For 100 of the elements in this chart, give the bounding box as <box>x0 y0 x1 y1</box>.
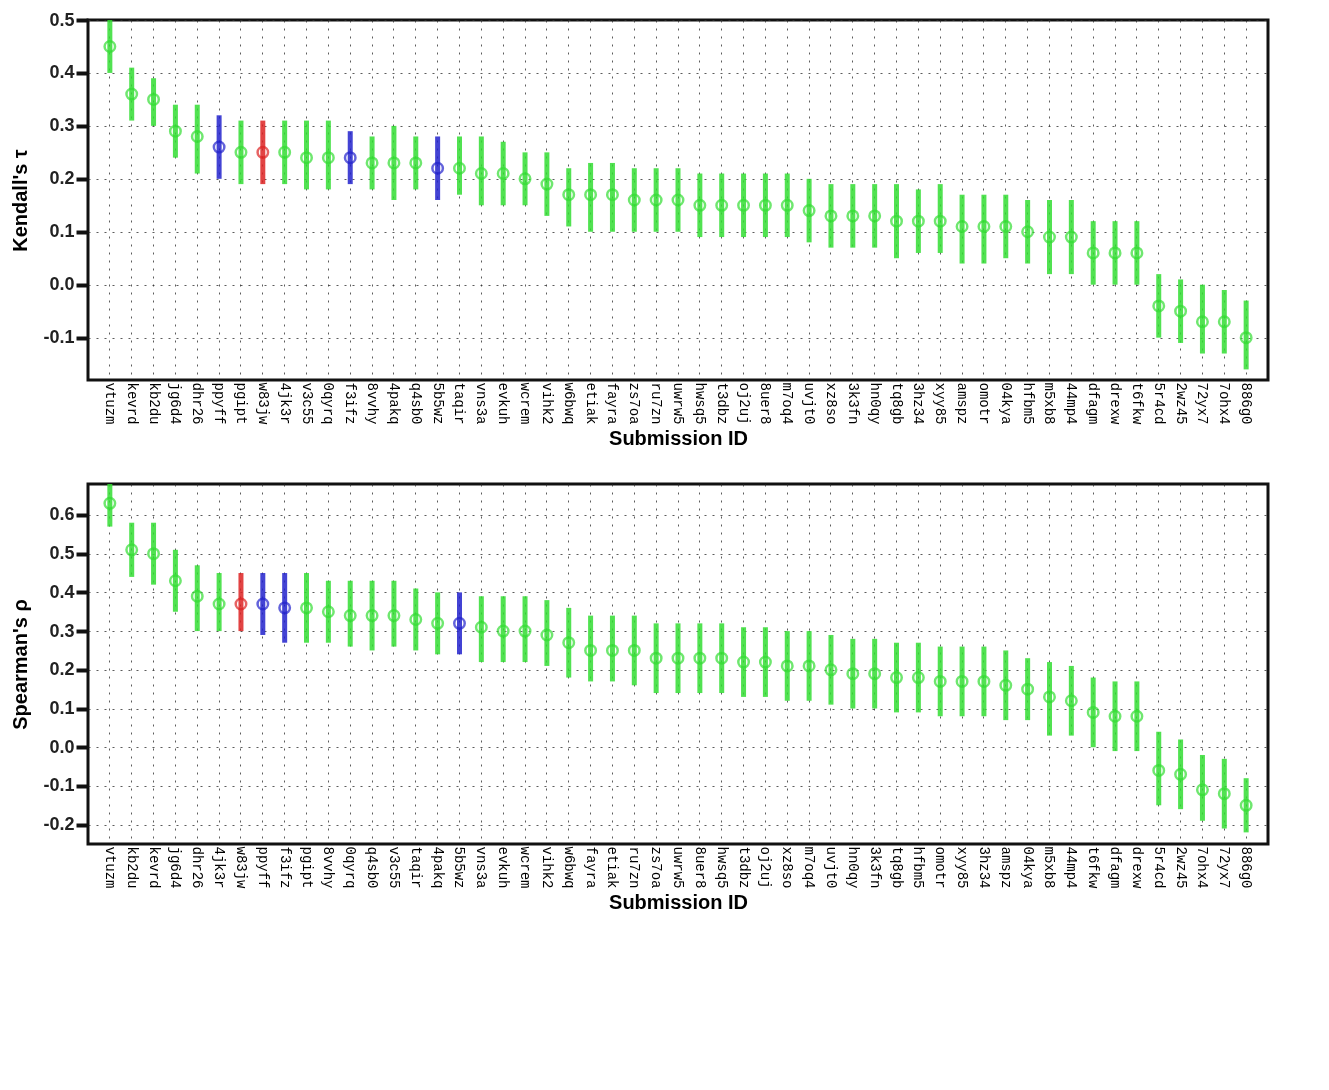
y-tick-label: 0.4 <box>49 62 75 83</box>
x-tick-label: 4jk3r <box>276 382 293 425</box>
x-tick-label: pgipt <box>298 846 315 889</box>
point <box>933 674 947 688</box>
x-tick-label: drexw <box>1128 846 1145 890</box>
point <box>234 145 248 159</box>
point <box>1195 783 1209 797</box>
x-tick-label: uvjt0 <box>801 382 818 425</box>
point <box>474 620 488 634</box>
point <box>256 597 270 611</box>
x-tick-label: 04kya <box>997 382 1014 425</box>
point <box>1174 767 1188 781</box>
point <box>649 193 663 207</box>
point <box>1108 709 1122 723</box>
point <box>256 145 270 159</box>
x-tick-label: w83jw <box>254 382 271 426</box>
x-tick-label: wcrem <box>517 846 534 889</box>
x-tick-label: v3c55 <box>385 846 402 889</box>
point <box>431 161 445 175</box>
point <box>846 667 860 681</box>
point <box>780 659 794 673</box>
point <box>1195 315 1209 329</box>
y-tick-label: 0.1 <box>49 698 75 719</box>
point <box>365 609 379 623</box>
point <box>737 198 751 212</box>
x-tick-label: hfbm5 <box>1019 382 1036 425</box>
point <box>999 219 1013 233</box>
x-tick-label: omotr <box>975 382 992 425</box>
x-tick-label: 4pakq <box>429 846 446 889</box>
y-tick-label: -0.2 <box>43 814 75 835</box>
x-tick-label: hwsq5 <box>691 382 708 425</box>
point <box>147 547 161 561</box>
point <box>212 597 226 611</box>
x-tick-label: 04kya <box>1019 846 1036 889</box>
point <box>562 188 576 202</box>
x-tick-label: t3dbz <box>735 846 752 889</box>
y-tick-label: -0.1 <box>43 327 75 348</box>
x-tick-label: xz8so <box>779 846 796 889</box>
point <box>824 209 838 223</box>
point <box>452 161 466 175</box>
point <box>1021 682 1035 696</box>
point <box>955 674 969 688</box>
point <box>671 651 685 665</box>
point <box>955 219 969 233</box>
point <box>168 574 182 588</box>
point <box>496 624 510 638</box>
point <box>605 643 619 657</box>
x-tick-label: 886g0 <box>1238 382 1255 425</box>
x-tick-label: ppyff <box>211 382 228 425</box>
x-tick-label: w6bwq <box>560 382 577 425</box>
point <box>125 543 139 557</box>
x-tick-label: taqir <box>407 846 424 889</box>
x-tick-label: jg6d4 <box>167 846 184 889</box>
y-tick-label: 0.5 <box>49 543 75 564</box>
x-tick-label: 8vvhy <box>320 846 337 889</box>
x-tick-label: kb2du <box>123 846 140 889</box>
point <box>627 643 641 657</box>
y-tick-label: 0.5 <box>49 9 75 30</box>
x-tick-label: 2wz45 <box>1172 846 1189 889</box>
point <box>387 156 401 170</box>
x-tick-label: vihk2 <box>538 382 555 425</box>
x-tick-label: 5r4cd <box>1150 846 1167 889</box>
point <box>715 651 729 665</box>
x-tick-label: t6fkw <box>1128 382 1145 426</box>
x-tick-label: q4sb0 <box>407 382 424 425</box>
point <box>278 601 292 615</box>
point <box>1217 787 1231 801</box>
x-axis-title: Submission ID <box>609 426 748 449</box>
point <box>890 671 904 685</box>
point <box>605 188 619 202</box>
x-tick-label: evkuh <box>495 846 512 889</box>
x-tick-label: 3k3fn <box>844 382 861 425</box>
point <box>168 124 182 138</box>
x-tick-label: vns3a <box>473 846 490 889</box>
point <box>1086 246 1100 260</box>
x-tick-label: 44mp4 <box>1063 382 1080 425</box>
x-tick-label: xz8so <box>822 382 839 425</box>
point <box>387 609 401 623</box>
x-tick-label: 4pakq <box>385 382 402 425</box>
x-tick-label: vtuzm <box>101 846 118 889</box>
x-tick-label: dfagm <box>1085 382 1102 425</box>
point <box>278 145 292 159</box>
x-tick-label: uvjt0 <box>822 846 839 889</box>
x-tick-label: m7oq4 <box>801 846 818 889</box>
point <box>1174 304 1188 318</box>
point <box>911 214 925 228</box>
x-tick-label: zs7oa <box>648 846 665 889</box>
point <box>321 605 335 619</box>
x-tick-label: 8vvhy <box>364 382 381 425</box>
point <box>1130 246 1144 260</box>
point <box>452 616 466 630</box>
x-tick-label: zs7oa <box>626 382 643 425</box>
x-tick-label: m5xb8 <box>1041 846 1058 889</box>
point <box>868 209 882 223</box>
x-tick-label: 72yx7 <box>1216 846 1233 889</box>
y-tick-label: 0.6 <box>49 504 75 525</box>
x-axis-title: Submission ID <box>609 890 748 913</box>
x-tick-label: 4jk3r <box>211 846 228 889</box>
point <box>496 167 510 181</box>
x-tick-label: ppyff <box>254 846 271 889</box>
